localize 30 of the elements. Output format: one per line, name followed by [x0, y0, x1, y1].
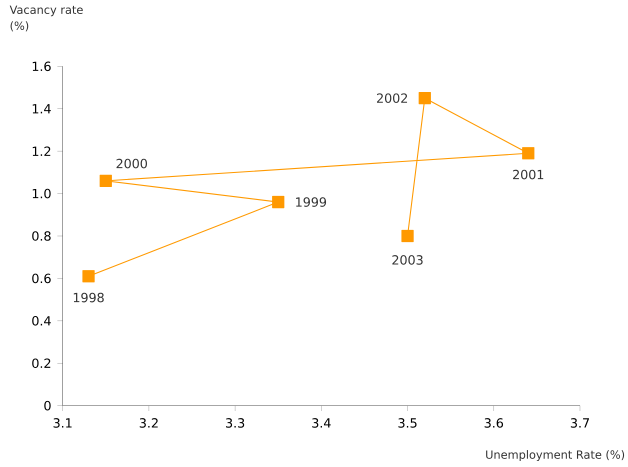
- point: [418, 92, 431, 104]
- point: [272, 196, 284, 208]
- y-tick-label: 0.8: [32, 231, 51, 241]
- annotation: 2002: [376, 94, 408, 104]
- y-axis-title: Vacancy rate (%): [10, 6, 83, 32]
- x-tick-label: 3.1: [54, 418, 72, 428]
- y-tick-label: 0.6: [32, 274, 51, 284]
- y-tick-label: 1.4: [32, 104, 51, 114]
- x-tick-label: 3.5: [398, 418, 417, 428]
- point: [100, 174, 112, 188]
- annotation: 1998: [74, 292, 104, 303]
- x-axis-title: Unemployment Rate (%): [486, 450, 624, 462]
- point: [401, 230, 414, 242]
- annotation: 2001: [513, 170, 544, 180]
- point: [82, 270, 95, 283]
- y-tick-label: 1.0: [32, 188, 51, 199]
- y-tick-label: 1.2: [32, 146, 50, 156]
- x-tick-label: 3.7: [570, 418, 589, 428]
- annotation: 2000: [116, 158, 147, 169]
- x-tick-label: 3.3: [226, 418, 244, 428]
- y-tick-label: 0.4: [32, 316, 51, 326]
- annotation: 1999: [296, 197, 326, 208]
- y-tick-label: 0.2: [32, 358, 50, 368]
- x-tick-label: 3.4: [312, 418, 331, 428]
- x-tick-label: 3.2: [140, 418, 158, 428]
- point: [522, 147, 534, 160]
- annotation: 2003: [392, 255, 423, 265]
- x-tick-label: 3.6: [484, 418, 504, 428]
- y-tick-label: 0: [44, 401, 51, 411]
- y-tick-label: 1.6: [32, 62, 51, 72]
